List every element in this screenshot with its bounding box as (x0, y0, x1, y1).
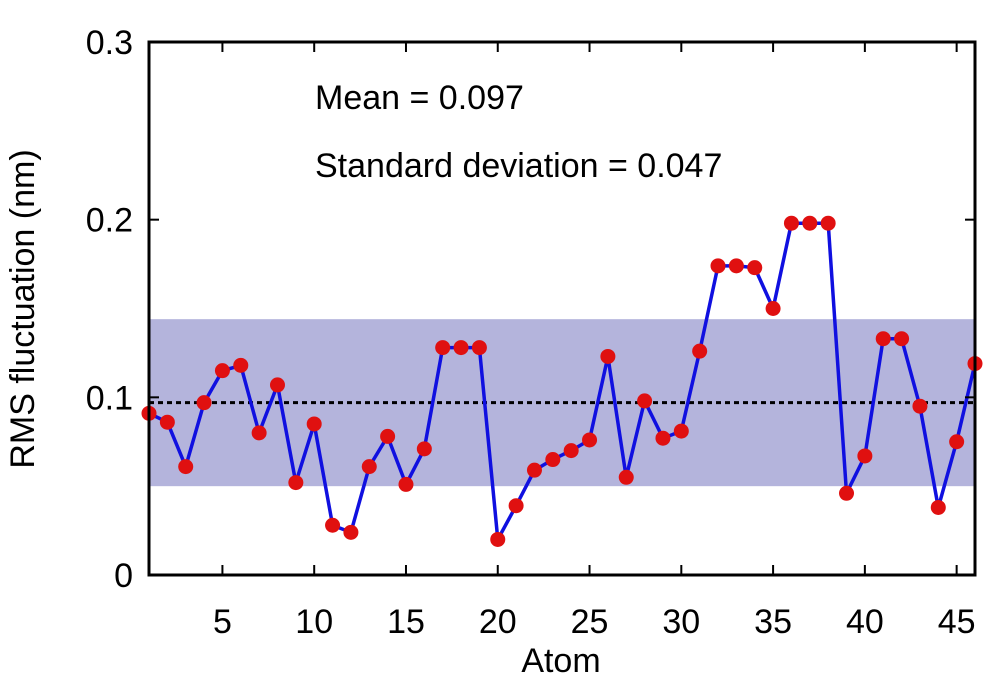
data-point (747, 260, 763, 276)
x-tick-label: 35 (754, 603, 792, 641)
data-point (545, 452, 561, 468)
data-point (490, 531, 506, 547)
x-tick-label: 20 (479, 603, 517, 641)
data-point (251, 425, 267, 441)
x-axis-label: Atom (521, 642, 600, 680)
data-point (637, 393, 653, 409)
data-point (673, 423, 689, 439)
data-point (912, 398, 928, 414)
annotation-std: Standard deviation = 0.047 (315, 147, 722, 185)
data-point (214, 363, 230, 379)
y-tick-label: 0.3 (86, 24, 133, 62)
plot-frame (147, 40, 977, 577)
data-point (380, 428, 396, 444)
annotation-mean: Mean = 0.097 (315, 79, 524, 117)
data-point (600, 348, 616, 364)
data-point (196, 395, 212, 411)
data-point (857, 448, 873, 464)
data-point (655, 430, 671, 446)
data-point (802, 215, 818, 231)
x-tick-label: 5 (213, 603, 232, 641)
series-layer (141, 215, 983, 547)
data-point (894, 331, 910, 347)
data-point (765, 301, 781, 316)
data-point (783, 215, 799, 231)
data-point (582, 432, 598, 448)
data-point (398, 476, 414, 492)
data-point (508, 498, 524, 514)
data-point (930, 499, 946, 515)
data-point (526, 462, 542, 478)
data-point (269, 377, 285, 393)
data-point (343, 524, 359, 540)
data-point (361, 459, 377, 475)
x-tick-label: 45 (938, 603, 976, 641)
data-point (875, 331, 891, 347)
data-point (692, 343, 708, 359)
data-point (839, 485, 855, 501)
data-point (453, 340, 469, 356)
x-tick-label: 30 (662, 603, 700, 641)
data-point (618, 469, 634, 485)
y-tick-label: 0.1 (86, 379, 133, 417)
data-point (288, 475, 304, 491)
x-tick-label: 10 (295, 603, 333, 641)
axes-layer: 5 10 15 20 25 30 35 40 45 0 0.1 0.2 0.3 (86, 24, 977, 641)
data-point (435, 340, 451, 356)
data-point (820, 215, 836, 231)
data-point (416, 441, 432, 457)
series-line (148, 221, 977, 542)
data-point (306, 416, 322, 432)
data-point (563, 443, 579, 459)
data-point (325, 517, 341, 533)
data-point (949, 434, 965, 450)
x-tick-label: 40 (846, 603, 884, 641)
y-tick-label: 0 (114, 557, 133, 595)
data-point (471, 340, 487, 356)
x-tick-label: 15 (387, 603, 425, 641)
y-axis-label: RMS fluctuation (nm) (4, 149, 42, 468)
x-tick-label: 25 (571, 603, 609, 641)
data-point (728, 258, 744, 274)
data-point (159, 414, 175, 430)
y-tick-label: 0.2 (86, 202, 133, 240)
data-point (178, 459, 194, 475)
data-point (233, 357, 249, 373)
data-point (710, 258, 726, 274)
